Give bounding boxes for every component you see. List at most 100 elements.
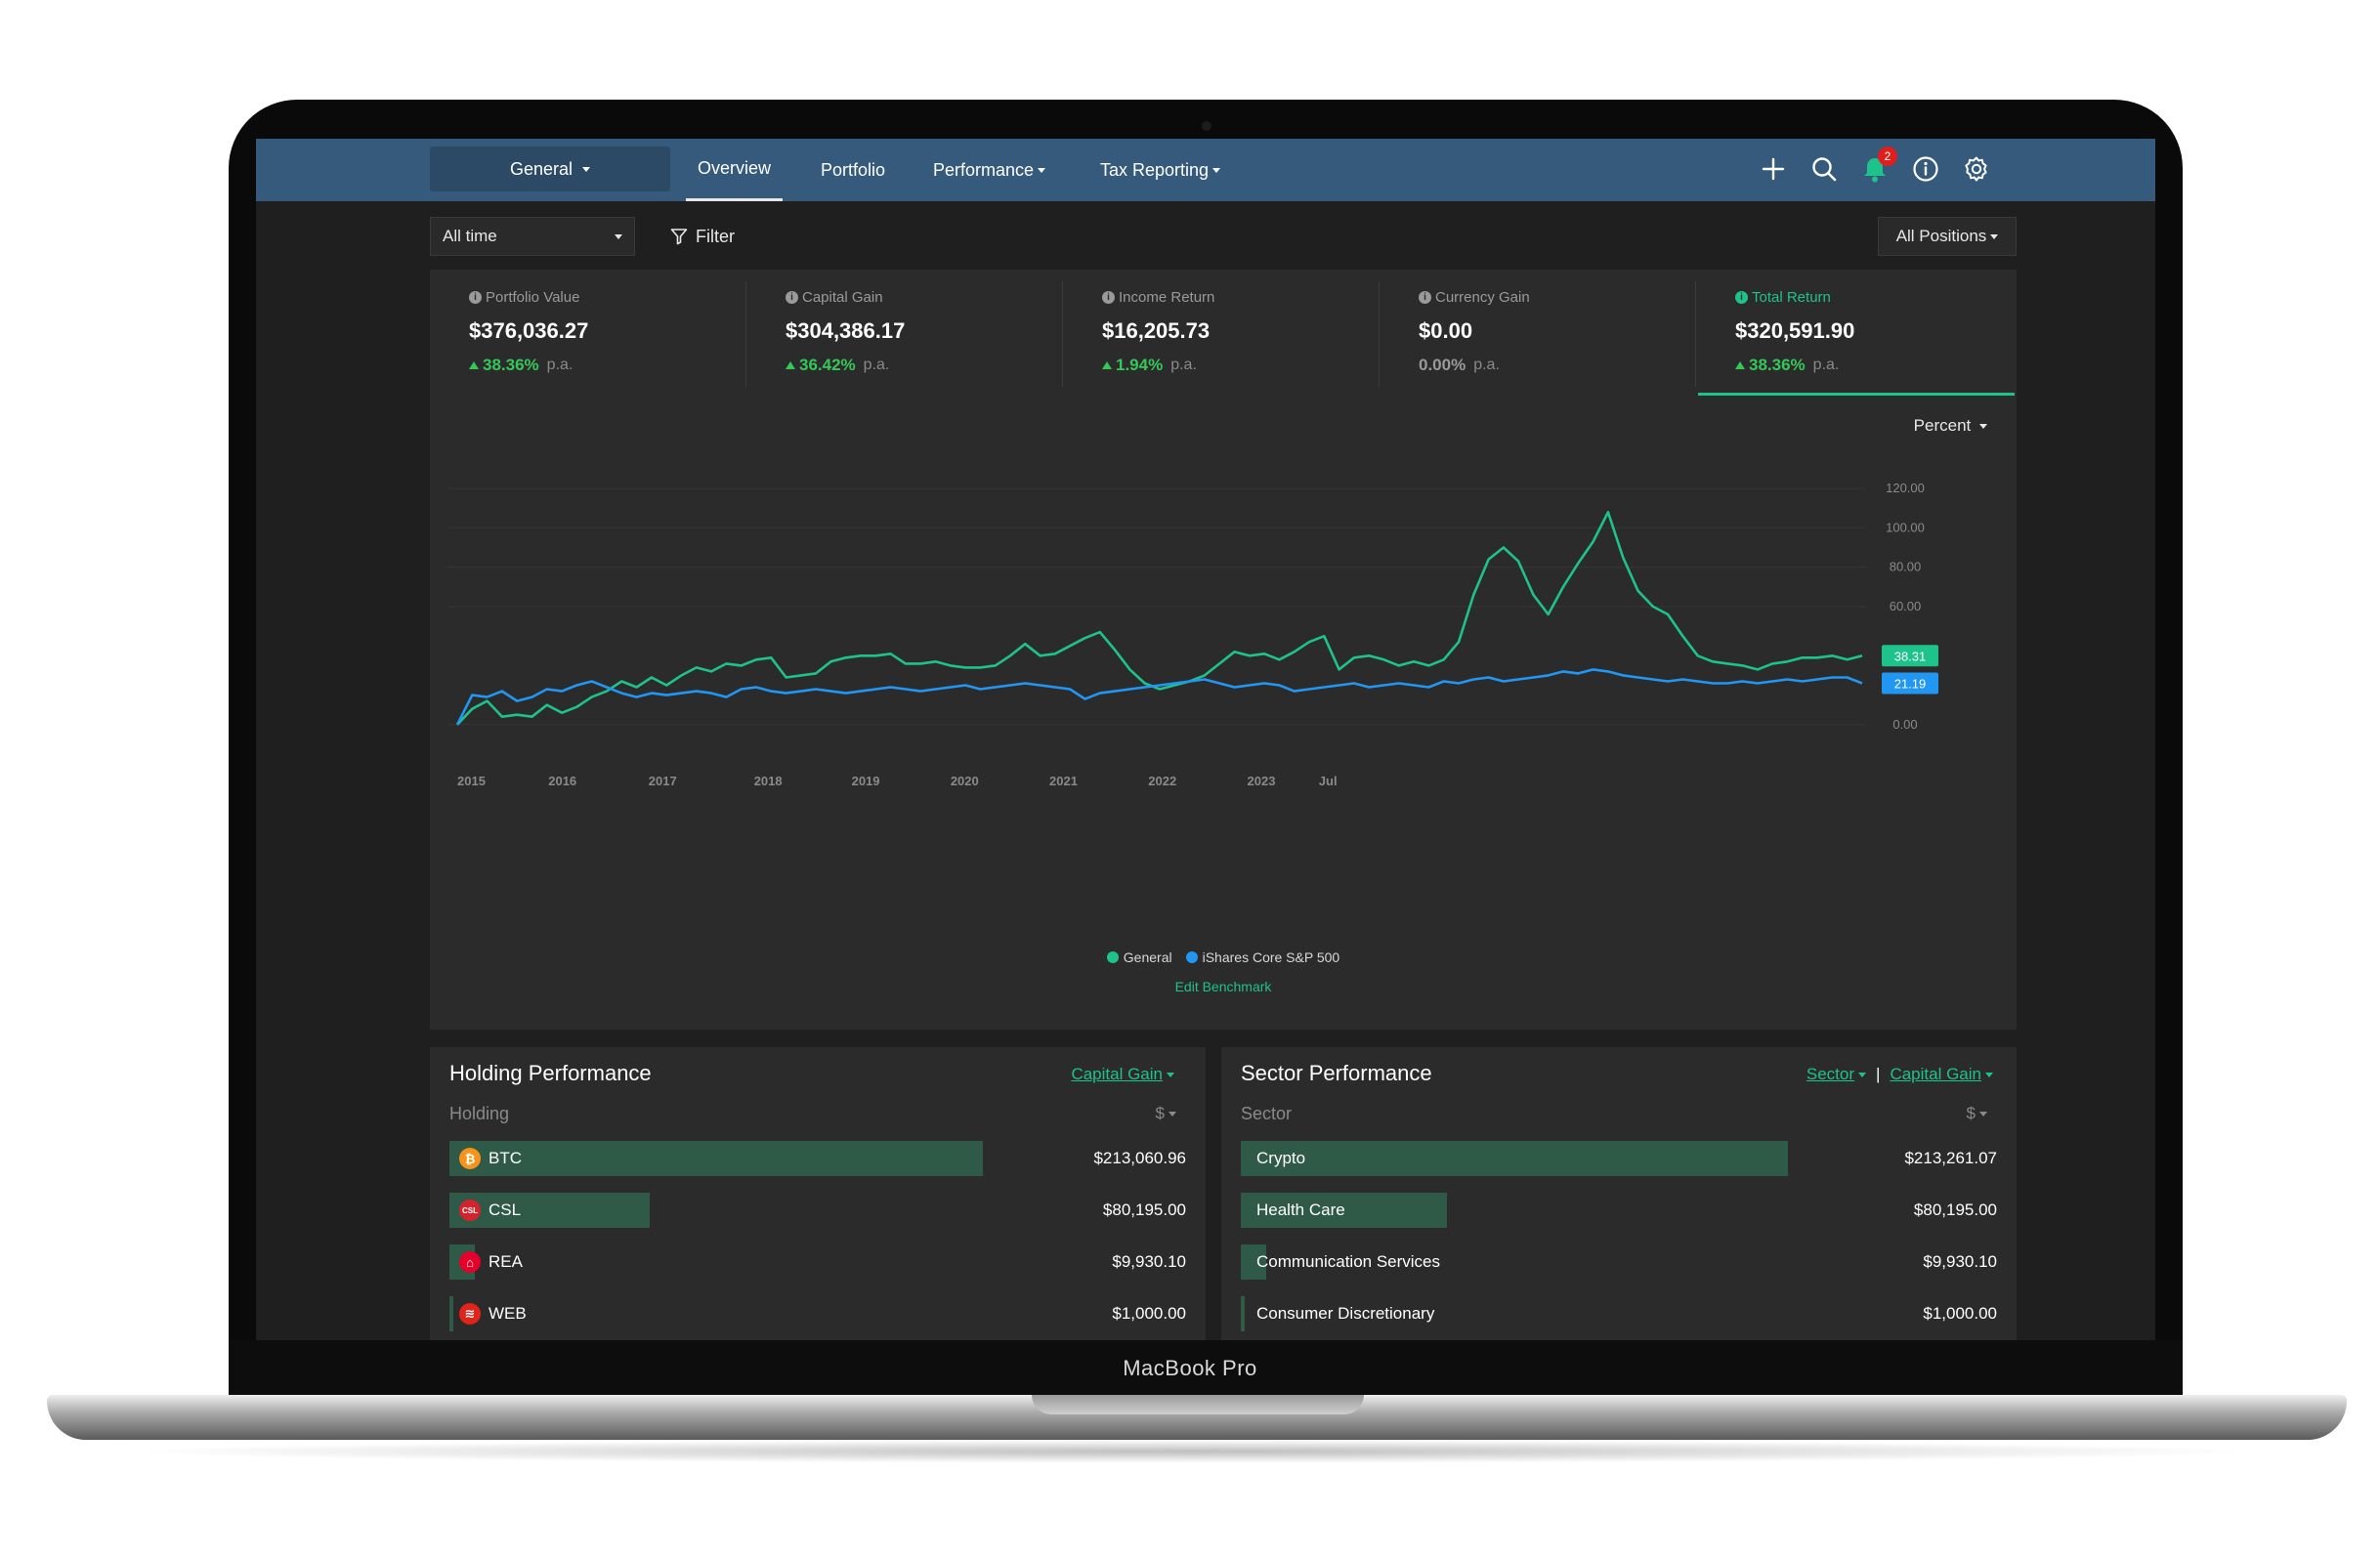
x-tick-label: 2017 — [649, 774, 677, 788]
stat-period: p.a. — [546, 357, 574, 373]
y-tick-label: 120.00 — [1886, 481, 1925, 495]
table-row[interactable]: Health Care $80,195.00 — [1241, 1193, 1997, 1228]
search-icon[interactable] — [1807, 152, 1841, 186]
row-value: $1,000.00 — [1923, 1304, 1997, 1323]
legend-label: General — [1123, 949, 1172, 965]
stat-income-return[interactable]: i Income Return $16,205.73 1.94% p.a. — [1063, 270, 1380, 395]
notification-badge: 2 — [1878, 147, 1897, 166]
stat-divider — [745, 281, 746, 387]
stat-label-text: Portfolio Value — [486, 289, 580, 306]
chevron-down-icon — [1990, 233, 1999, 239]
stat-change: 38.36% p.a. — [1735, 356, 1839, 375]
series-end-label: 38.31 — [1894, 649, 1927, 663]
app-screen: General Overview Portfolio Performance T… — [256, 139, 2155, 1340]
chevron-down-icon — [1167, 1073, 1174, 1078]
plus-icon[interactable] — [1757, 152, 1790, 186]
row-name: Communication Services — [1256, 1252, 1441, 1271]
stat-currency-gain[interactable]: i Currency Gain $0.00 0.00% p.a. — [1380, 270, 1696, 395]
stat-label: i Income Return — [1102, 289, 1214, 306]
tab-portfolio[interactable]: Portfolio — [821, 139, 885, 201]
table-row[interactable]: Communication Services $9,930.10 — [1241, 1244, 1997, 1280]
info-icon[interactable]: i — [1735, 291, 1748, 304]
chevron-down-icon — [1169, 1112, 1176, 1117]
info-icon[interactable] — [1909, 152, 1942, 186]
value-bar — [1241, 1296, 1245, 1331]
stat-portfolio-value[interactable]: i Portfolio Value $376,036.27 38.36% p.a. — [430, 270, 746, 395]
x-tick-label: 2019 — [852, 774, 880, 788]
stat-label: i Portfolio Value — [469, 289, 579, 306]
period-select[interactable]: All time — [430, 217, 635, 256]
positions-dropdown[interactable]: All Positions — [1878, 217, 2017, 256]
chevron-down-icon — [1858, 1073, 1867, 1078]
legend-item-benchmark[interactable]: iShares Core S&P 500 — [1185, 949, 1339, 965]
table-row[interactable]: CSL CSL $80,195.00 — [449, 1193, 1186, 1228]
unit-label: $ — [1966, 1104, 1976, 1122]
legend-item-general[interactable]: General — [1106, 949, 1172, 965]
panel-title: Holding Performance — [449, 1061, 652, 1085]
table-row[interactable]: ₿ BTC $213,060.96 — [449, 1141, 1186, 1176]
stat-label: i Capital Gain — [786, 289, 883, 306]
chevron-down-icon — [1979, 1112, 1987, 1117]
row-value: $213,261.07 — [1904, 1149, 1997, 1167]
info-icon[interactable]: i — [469, 291, 482, 304]
chevron-down-icon — [1212, 167, 1221, 173]
chevron-down-icon — [582, 166, 591, 172]
table-row[interactable]: ≋ WEB $1,000.00 — [449, 1296, 1186, 1331]
floor-shadow — [117, 1440, 2267, 1463]
tab-performance[interactable]: Performance — [933, 139, 1046, 201]
x-tick-label: Jul — [1319, 774, 1338, 788]
up-arrow-icon — [786, 361, 795, 369]
stat-divider — [1695, 281, 1696, 387]
stat-divider — [1062, 281, 1063, 387]
tab-label: Tax Reporting — [1100, 159, 1210, 180]
table-row[interactable]: Crypto $213,261.07 — [1241, 1141, 1997, 1176]
bell-icon[interactable]: 2 — [1858, 147, 1897, 186]
metric-label: Capital Gain — [1890, 1065, 1981, 1083]
panel-title: Sector Performance — [1241, 1061, 1432, 1085]
stat-total-return[interactable]: i Total Return $320,591.90 38.36% p.a. — [1696, 270, 2013, 395]
stat-capital-gain[interactable]: i Capital Gain $304,386.17 36.42% p.a. — [746, 270, 1063, 395]
value-bar — [449, 1193, 650, 1228]
chevron-down-icon — [1985, 1073, 1993, 1078]
row-value: $80,195.00 — [1102, 1201, 1186, 1219]
info-icon[interactable]: i — [786, 291, 798, 304]
asset-logo-icon: ₿ — [459, 1148, 481, 1169]
performance-chart[interactable]: 120.00 100.00 80.00 60.00 0.00 2015 2016 2017 20… — [430, 436, 2017, 914]
table-row[interactable]: Consumer Discretionary $1,000.00 — [1241, 1296, 1997, 1331]
sector-metric-dropdown[interactable]: Capital Gain — [1890, 1065, 1993, 1084]
stat-change-value: 1.94% — [1116, 356, 1164, 374]
table-row[interactable]: ⌂ REA $9,930.10 — [449, 1244, 1186, 1280]
asset-logo-icon: ≋ — [459, 1303, 481, 1325]
unit-dropdown[interactable]: $ — [1967, 1104, 1987, 1123]
group-dropdown[interactable]: Sector — [1806, 1065, 1867, 1084]
tab-label: Overview — [698, 158, 772, 178]
row-label: ≋ WEB — [459, 1296, 527, 1331]
row-name: REA — [489, 1252, 523, 1271]
holding-metric-dropdown[interactable]: Capital Gain — [1071, 1065, 1174, 1084]
device-label: MacBook Pro — [1123, 1356, 1257, 1380]
value-bar — [449, 1141, 983, 1176]
stat-value: $304,386.17 — [786, 318, 906, 343]
stat-value: $376,036.27 — [469, 318, 589, 343]
info-icon[interactable]: i — [1102, 291, 1115, 304]
edit-benchmark-label: Edit Benchmark — [1174, 979, 1272, 994]
filter-button[interactable]: Filter — [670, 217, 735, 256]
unit-dropdown[interactable]: $ — [1156, 1104, 1176, 1123]
series-end-label: 21.19 — [1894, 677, 1927, 692]
up-arrow-icon — [469, 361, 479, 369]
info-icon[interactable]: i — [1419, 291, 1431, 304]
x-tick-label: 2022 — [1148, 774, 1176, 788]
row-label: CSL CSL — [459, 1193, 521, 1228]
stat-value: $0.00 — [1419, 318, 1473, 343]
tab-label: Portfolio — [821, 159, 886, 180]
workspace-dropdown[interactable]: General — [430, 147, 670, 191]
tab-tax-reporting[interactable]: Tax Reporting — [1100, 139, 1221, 201]
display-mode-dropdown[interactable]: Percent — [1914, 416, 1987, 436]
chevron-down-icon — [1979, 424, 1987, 430]
row-name: Consumer Discretionary — [1256, 1304, 1435, 1323]
gear-icon[interactable] — [1960, 152, 1993, 186]
row-name: WEB — [489, 1304, 527, 1323]
tab-overview[interactable]: Overview — [686, 139, 784, 201]
row-name: Crypto — [1256, 1149, 1306, 1167]
edit-benchmark-link[interactable]: Edit Benchmark — [430, 979, 2017, 994]
